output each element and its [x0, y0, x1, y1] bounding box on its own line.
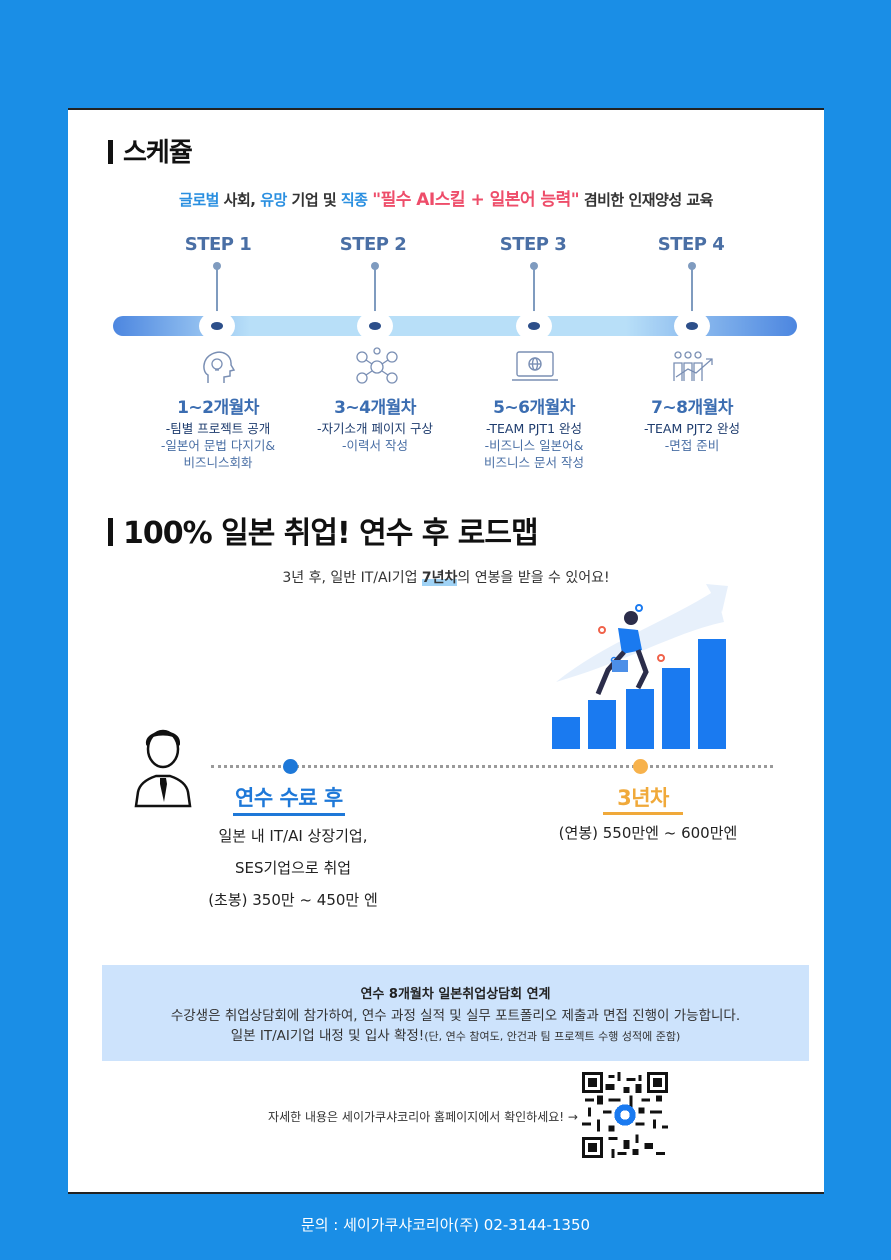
starting-salary: (초봉) 350만 ~ 450만 엔 — [208, 891, 378, 909]
milestone-dot-3rd-year — [633, 759, 648, 774]
consultation-notice-box: 연수 8개월차 일본취업상담회 연계 수강생은 취업상담회에 참가하여, 연수 … — [102, 965, 809, 1061]
step-1-desc-line: -일본어 문법 다지기& — [160, 438, 276, 453]
step-3-node — [516, 311, 552, 341]
step-3-description: -TEAM PJT1 완성 -비즈니스 일본어& 비즈니스 문서 작성 — [449, 420, 619, 471]
step-2-desc-line: -자기소개 페이지 구상 — [317, 421, 433, 436]
roadmap-title: 100% 일본 취업! 연수 후 로드맵 — [123, 516, 539, 551]
step-3-desc-line: -비즈니스 일본어& — [484, 438, 584, 453]
step-1-description: -팀별 프로젝트 공개 -일본어 문법 다지기& 비즈니스회화 — [133, 420, 303, 471]
team-growth-icon — [673, 351, 713, 381]
step-4-label: STEP 4 — [657, 234, 725, 255]
step-1-node — [199, 311, 235, 341]
schedule-heading: 스케쥴 — [108, 132, 193, 169]
career-timeline-line — [211, 765, 773, 768]
flyer-page: 스케쥴 글로벌 사회, 유망 기업 및 직종 "필수 AI스킬 + 일본어 능력… — [68, 108, 824, 1194]
tagline-text: 겸비한 인재양성 교육 — [579, 191, 714, 209]
notice-line: 수강생은 취업상담회에 참가하여, 연수 과정 실적 및 실무 포트폴리오 제출… — [170, 1008, 741, 1024]
step-3-pin-line — [533, 266, 535, 322]
step-1-desc-line: 비즈니스회화 — [183, 455, 253, 470]
laptop-globe-icon — [512, 351, 558, 381]
contact-footer: 문의 : 세이가쿠샤코리아(주) 02-3144-1350 — [300, 1216, 591, 1234]
step-1-label: STEP 1 — [184, 234, 252, 255]
step-3-period: 5~6개월차 — [493, 398, 575, 418]
step-3-label: STEP 3 — [499, 234, 567, 255]
milestone-graduation-label: 연수 수료 후 — [233, 782, 345, 816]
notice-title: 연수 8개월차 일본취업상담회 연계 — [360, 987, 551, 1002]
subline-text: 의 연봉을 받을 수 있어요! — [457, 570, 610, 586]
step-3-desc-line: -TEAM PJT1 완성 — [486, 421, 582, 436]
graduate-person-icon — [134, 729, 192, 808]
step-4-period: 7~8개월차 — [651, 398, 733, 418]
step-4-desc-line: -TEAM PJT2 완성 — [644, 421, 740, 436]
step-2-node — [357, 311, 393, 341]
step-2-pin-line — [374, 266, 376, 322]
milestone-dot-graduation — [283, 759, 298, 774]
tagline-word-promising: 유망 — [260, 191, 287, 209]
tagline-word-global: 글로벌 — [179, 191, 219, 209]
step-2-label: STEP 2 — [339, 234, 407, 255]
tagline-text: 사회, — [218, 191, 261, 209]
homepage-guide-text: 자세한 내용은 세이가쿠샤코리아 홈페이지에서 확인하세요! → — [268, 1110, 578, 1124]
notice-footnote: (단, 연수 참여도, 안건과 팀 프로젝트 수행 성적에 준함) — [424, 1030, 681, 1043]
step-4-pin-line — [691, 266, 693, 322]
roadmap-subline: 3년 후, 일반 IT/AI기업 7년차의 연봉을 받을 수 있어요! — [68, 567, 824, 587]
step-1-period: 1~2개월차 — [177, 398, 259, 418]
step-1-desc-line: -팀별 프로젝트 공개 — [165, 421, 271, 436]
step-4-node — [674, 311, 710, 341]
graduation-details: 일본 내 IT/AI 상장기업, SES기업으로 취업 (초봉) 350만 ~ … — [178, 820, 408, 916]
tagline-text: 기업 및 — [286, 191, 341, 209]
network-icon — [356, 347, 398, 384]
schedule-tagline: 글로벌 사회, 유망 기업 및 직종 "필수 AI스킬 + 일본어 능력" 겸비… — [68, 185, 824, 210]
subline-highlight: 7년차 — [421, 570, 458, 586]
head-bulb-icon — [203, 351, 236, 383]
third-year-salary: (연봉) 550만엔 ~ 600만엔 — [558, 824, 738, 842]
step-4-desc-line: -면접 준비 — [664, 438, 720, 453]
heading-bar — [108, 140, 113, 164]
step-1-pin-line — [216, 266, 218, 322]
heading-bar — [108, 518, 113, 546]
step-2-desc-line: -이력서 작성 — [342, 438, 408, 453]
schedule-title: 스케쥴 — [123, 138, 193, 168]
step-2-period: 3~4개월차 — [334, 398, 416, 418]
graduation-detail-line: SES기업으로 취업 — [234, 859, 352, 877]
graduation-detail-line: 일본 내 IT/AI 상장기업, — [218, 827, 368, 845]
tagline-highlight: "필수 AI스킬 + 일본어 능력" — [372, 190, 580, 210]
step-2-description: -자기소개 페이지 구상 -이력서 작성 — [290, 420, 460, 454]
notice-line: 일본 IT/AI기업 내정 및 입사 확정!(단, 연수 참여도, 안건과 팀 … — [102, 1024, 809, 1044]
career-growth-illustration — [552, 584, 728, 749]
notice-emphasis: 일본 IT/AI기업 내정 및 입사 확정! — [230, 1028, 425, 1044]
qr-code-icon[interactable] — [582, 1072, 668, 1158]
step-4-description: -TEAM PJT2 완성 -면접 준비 — [607, 420, 777, 454]
tagline-word-job: 직종 — [340, 191, 368, 209]
roadmap-heading: 100% 일본 취업! 연수 후 로드맵 — [108, 508, 539, 552]
step-3-desc-line: 비즈니스 문서 작성 — [484, 455, 584, 470]
subline-text: 3년 후, 일반 IT/AI기업 — [282, 570, 422, 586]
milestone-3rd-year-label: 3년차 — [603, 782, 683, 815]
schedule-timeline-bar — [113, 316, 797, 336]
